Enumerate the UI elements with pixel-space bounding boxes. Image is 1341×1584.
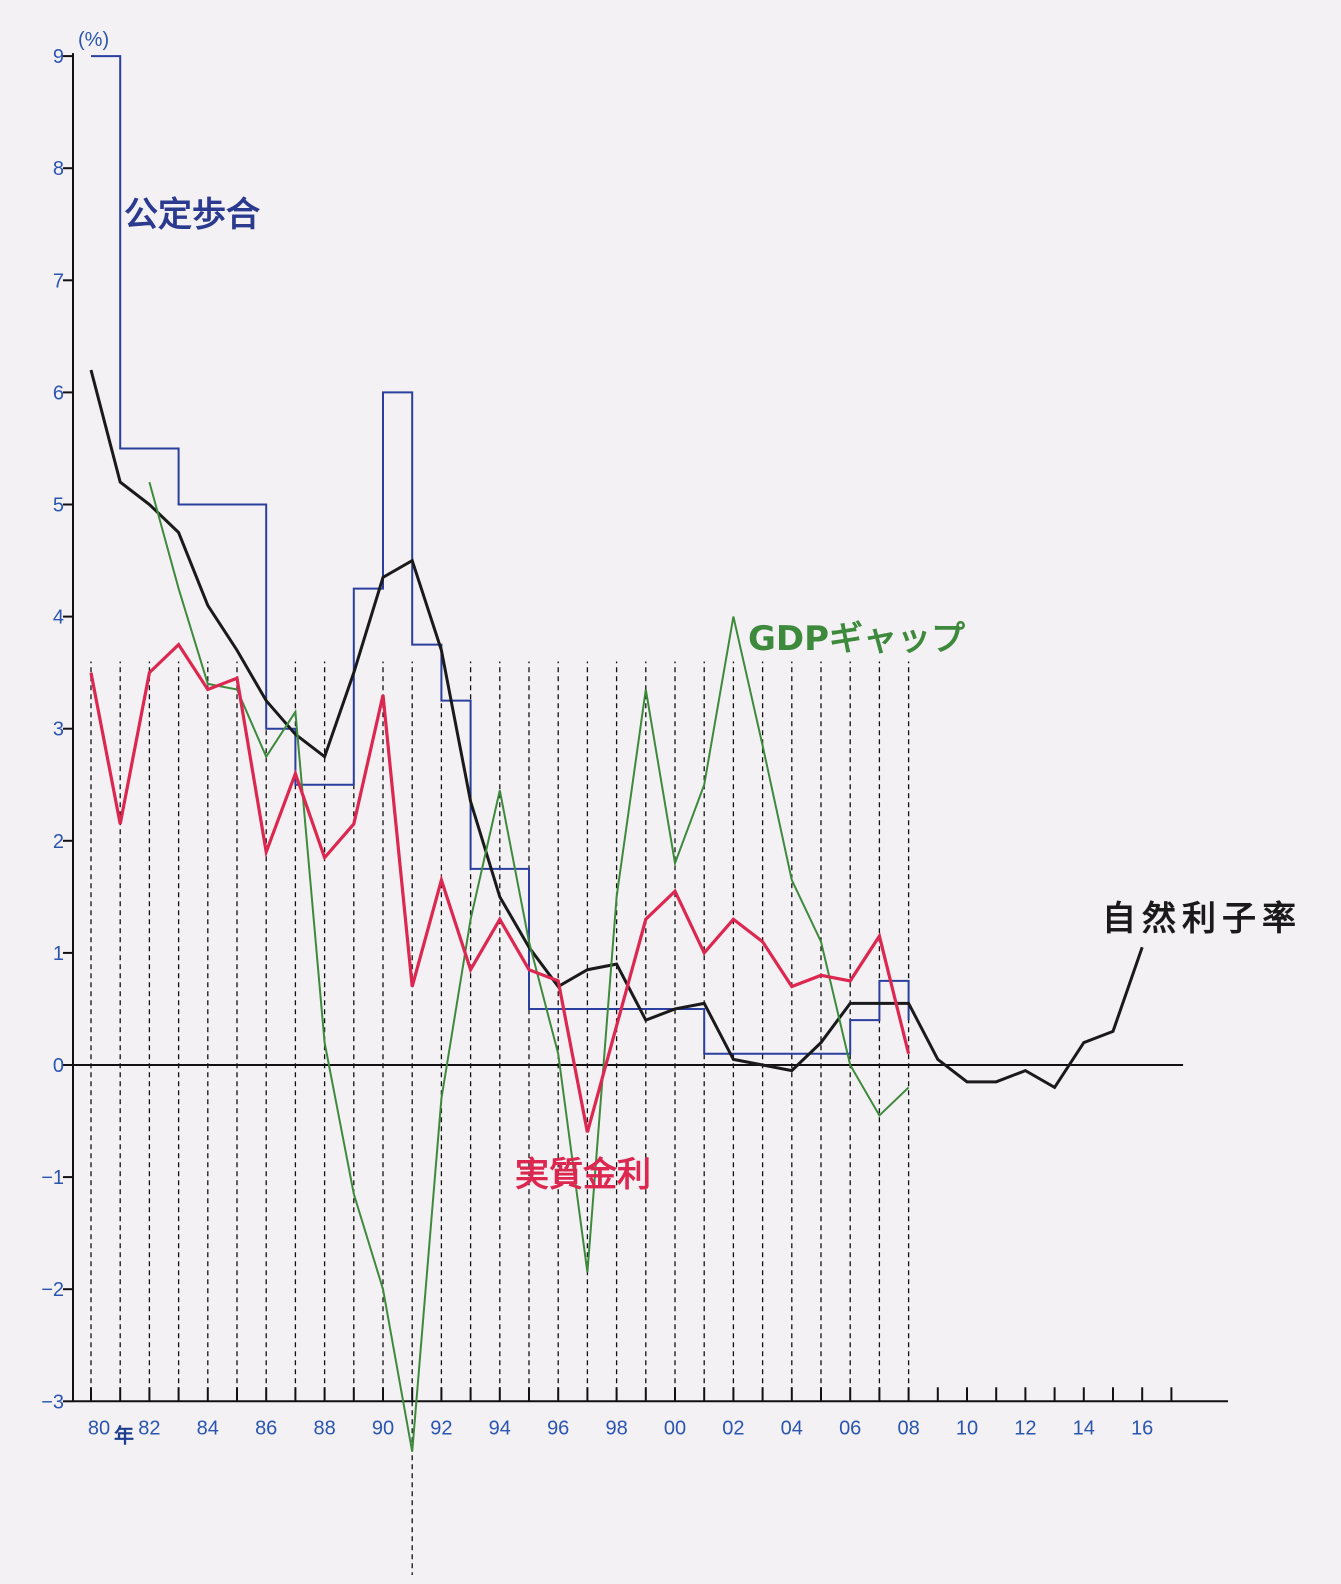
x-tick-label-1986: 86 [255, 1417, 277, 1439]
y-tick-label-5: 5 [53, 495, 64, 517]
series-label-natural-rate: 自然利子率 [1102, 899, 1302, 939]
x-tick-label-1992: 92 [430, 1417, 452, 1439]
x-tick-label-1982: 82 [138, 1417, 160, 1439]
y-tick-label-9: 9 [53, 46, 64, 68]
y-axis: 9 8 7 6 5 4 3 2 1 0 −1 −2 −3 [41, 46, 74, 1413]
y-tick-label--2: −2 [41, 1279, 64, 1301]
y-tick-label-3: 3 [53, 719, 64, 741]
y-tick-label-4: 4 [53, 607, 64, 629]
x-tick-label-1994: 94 [489, 1417, 511, 1439]
x-tick-label-1990: 90 [372, 1417, 394, 1439]
y-tick-label-1: 1 [53, 943, 64, 965]
series-0 [90, 55, 910, 1055]
series-2 [148, 481, 910, 1452]
series-label-discount-rate: 公定歩合 [124, 195, 260, 235]
series-3 [89, 642, 911, 1133]
x-tick-label-2012: 12 [1014, 1417, 1036, 1439]
x-tick-label-2010: 10 [956, 1417, 978, 1439]
series-line-1 [89, 369, 1144, 1090]
x-tick-label-2006: 06 [839, 1417, 861, 1439]
series-label-gdp-gap: GDPギャップ [748, 619, 965, 659]
series-1 [89, 369, 1144, 1090]
x-tick-label-2008: 08 [897, 1417, 919, 1439]
series-lines [89, 55, 1144, 1452]
x-tick-label-1988: 88 [313, 1417, 335, 1439]
x-tick-label-2000: 00 [664, 1417, 686, 1439]
y-tick-label-0: 0 [53, 1055, 64, 1077]
series-label-real-rate: 実質金利 [515, 1155, 651, 1195]
x-tick-label-1980: 80 [88, 1417, 110, 1439]
x-axis: 80 年 82 84 86 88 90 92 94 96 98 00 02 04 06 08 10 12 14 16 [73, 1387, 1228, 1447]
y-tick-label-8: 8 [53, 158, 64, 180]
y-tick-label--3: −3 [41, 1391, 64, 1413]
y-unit-label: (%) [78, 29, 109, 51]
y-tick-label-7: 7 [53, 270, 64, 292]
x-tick-label-1984: 84 [197, 1417, 219, 1439]
x-tick-suffix: 年 [114, 1423, 134, 1447]
x-tick-label-2002: 02 [722, 1417, 744, 1439]
y-tick-label-6: 6 [53, 382, 64, 404]
x-tick-label-2016: 16 [1131, 1417, 1153, 1439]
x-tick-label-1996: 96 [547, 1417, 569, 1439]
x-tick-label-2004: 04 [781, 1417, 803, 1439]
y-tick-label-2: 2 [53, 831, 64, 853]
y-tick-label--1: −1 [41, 1167, 64, 1189]
x-tick-label-1998: 98 [605, 1417, 627, 1439]
x-tick-label-2014: 14 [1073, 1417, 1095, 1439]
